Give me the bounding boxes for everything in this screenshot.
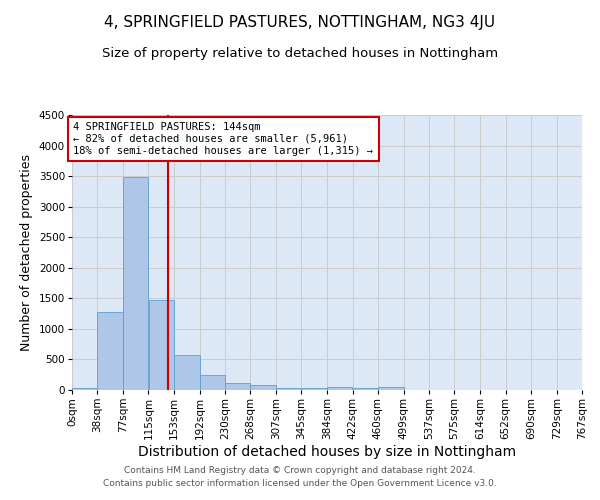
Text: 4, SPRINGFIELD PASTURES, NOTTINGHAM, NG3 4JU: 4, SPRINGFIELD PASTURES, NOTTINGHAM, NG3…: [104, 15, 496, 30]
Bar: [250, 385, 276, 390]
Y-axis label: Number of detached properties: Number of detached properties: [20, 154, 33, 351]
Bar: [200, 376, 225, 390]
Text: Contains HM Land Registry data © Crown copyright and database right 2024.
Contai: Contains HM Land Registry data © Crown c…: [103, 466, 497, 487]
Text: 4 SPRINGFIELD PASTURES: 144sqm
← 82% of detached houses are smaller (5,961)
18% : 4 SPRINGFIELD PASTURES: 144sqm ← 82% of …: [73, 122, 373, 156]
Bar: [353, 388, 378, 390]
Bar: [302, 388, 327, 390]
Bar: [378, 387, 404, 390]
Bar: [124, 178, 148, 390]
X-axis label: Distribution of detached houses by size in Nottingham: Distribution of detached houses by size …: [138, 444, 516, 458]
Bar: [149, 300, 173, 390]
Bar: [174, 355, 199, 390]
Bar: [97, 312, 123, 390]
Bar: [72, 388, 97, 390]
Bar: [328, 387, 352, 390]
Bar: [225, 382, 250, 390]
Text: Size of property relative to detached houses in Nottingham: Size of property relative to detached ho…: [102, 48, 498, 60]
Bar: [276, 388, 301, 390]
